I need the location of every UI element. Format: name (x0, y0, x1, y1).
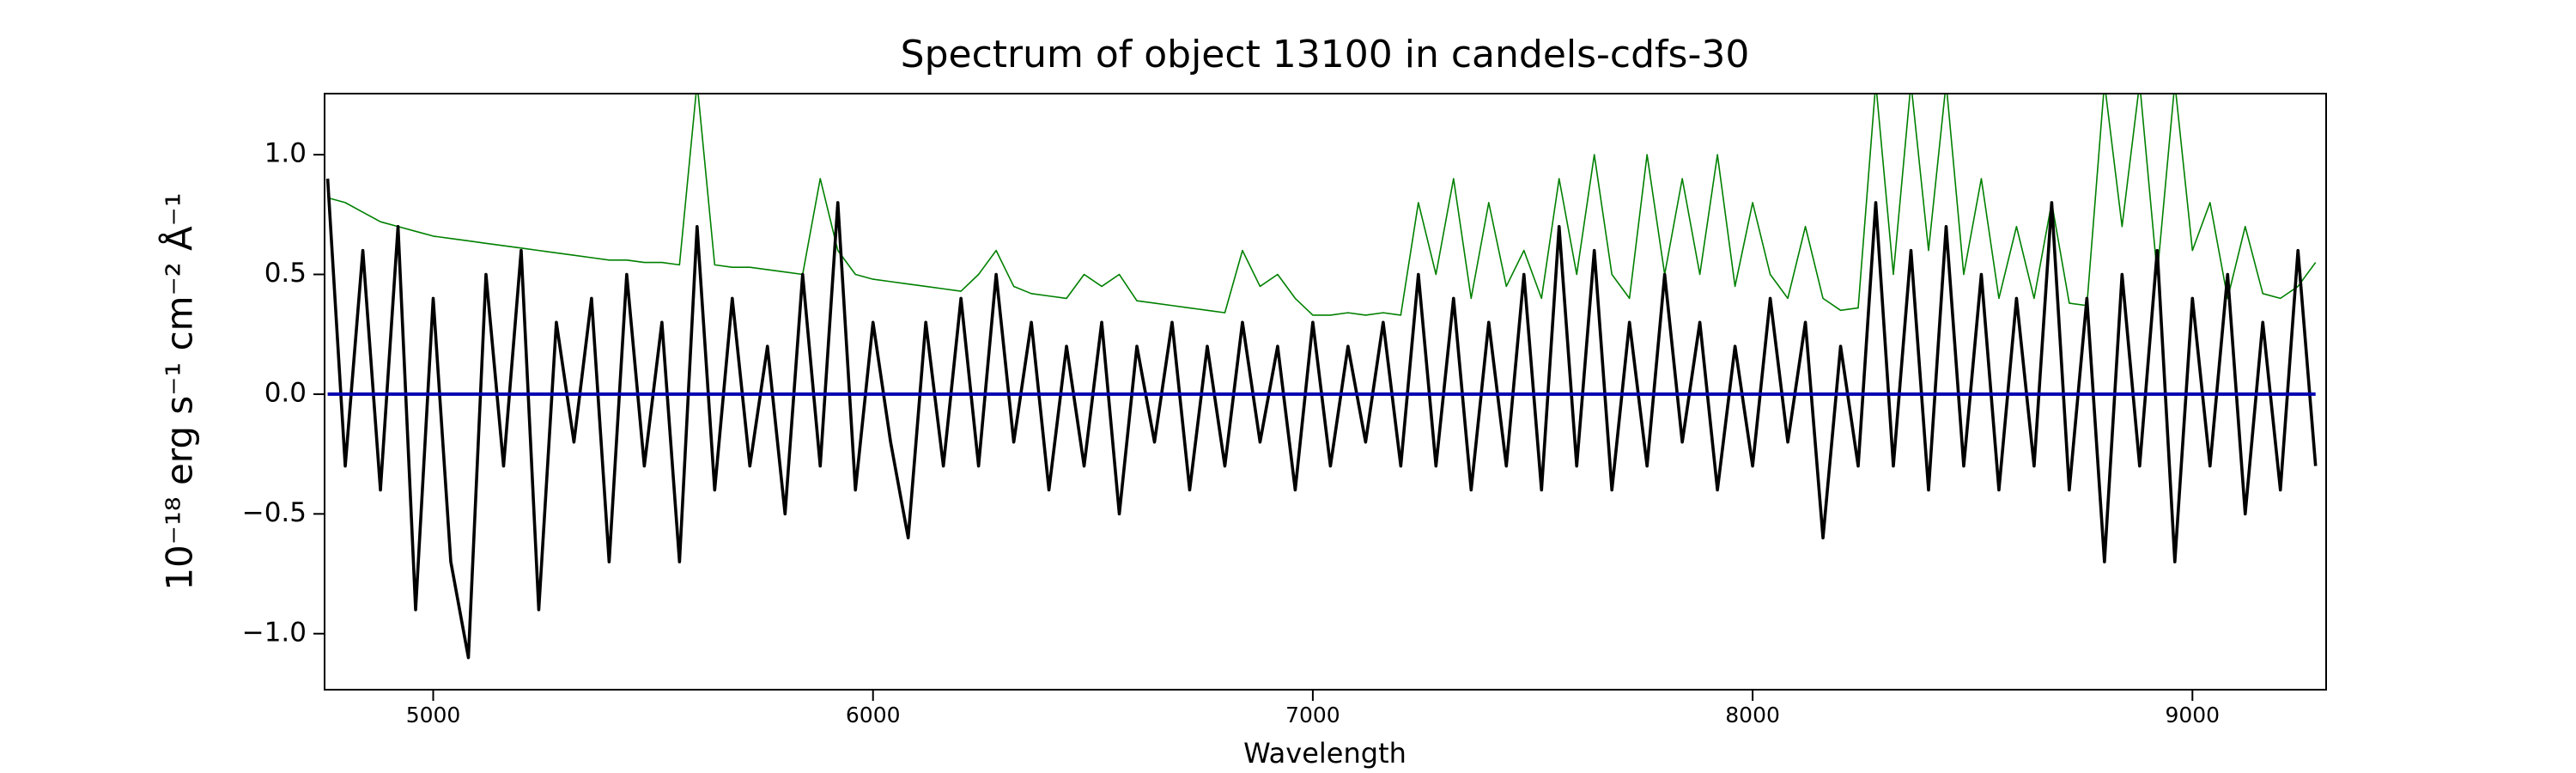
x-tick-label: 6000 (846, 703, 901, 727)
y-tick-label: −1.0 (242, 617, 307, 648)
y-tick-label: 1.0 (264, 138, 307, 169)
chart-title: Spectrum of object 13100 in candels-cdfs… (901, 33, 1750, 76)
y-tick-label: 0.0 (264, 377, 307, 408)
axes-frame (324, 93, 2327, 691)
x-axis-label: Wavelength (1243, 737, 1406, 770)
x-tick-label: 5000 (406, 703, 461, 727)
x-tick-label: 8000 (1725, 703, 1780, 727)
y-tick-label: −0.5 (242, 497, 307, 528)
x-tick-label: 9000 (2165, 703, 2220, 727)
y-tick-label: 0.5 (264, 258, 307, 289)
spectrum-line (327, 94, 2317, 316)
y-axis-label: 10⁻¹⁸ erg s⁻¹ cm⁻² Å⁻¹ (158, 192, 201, 590)
spectrum-line (325, 178, 2318, 660)
x-tick-label: 7000 (1285, 703, 1340, 727)
plot-area (325, 94, 2318, 660)
